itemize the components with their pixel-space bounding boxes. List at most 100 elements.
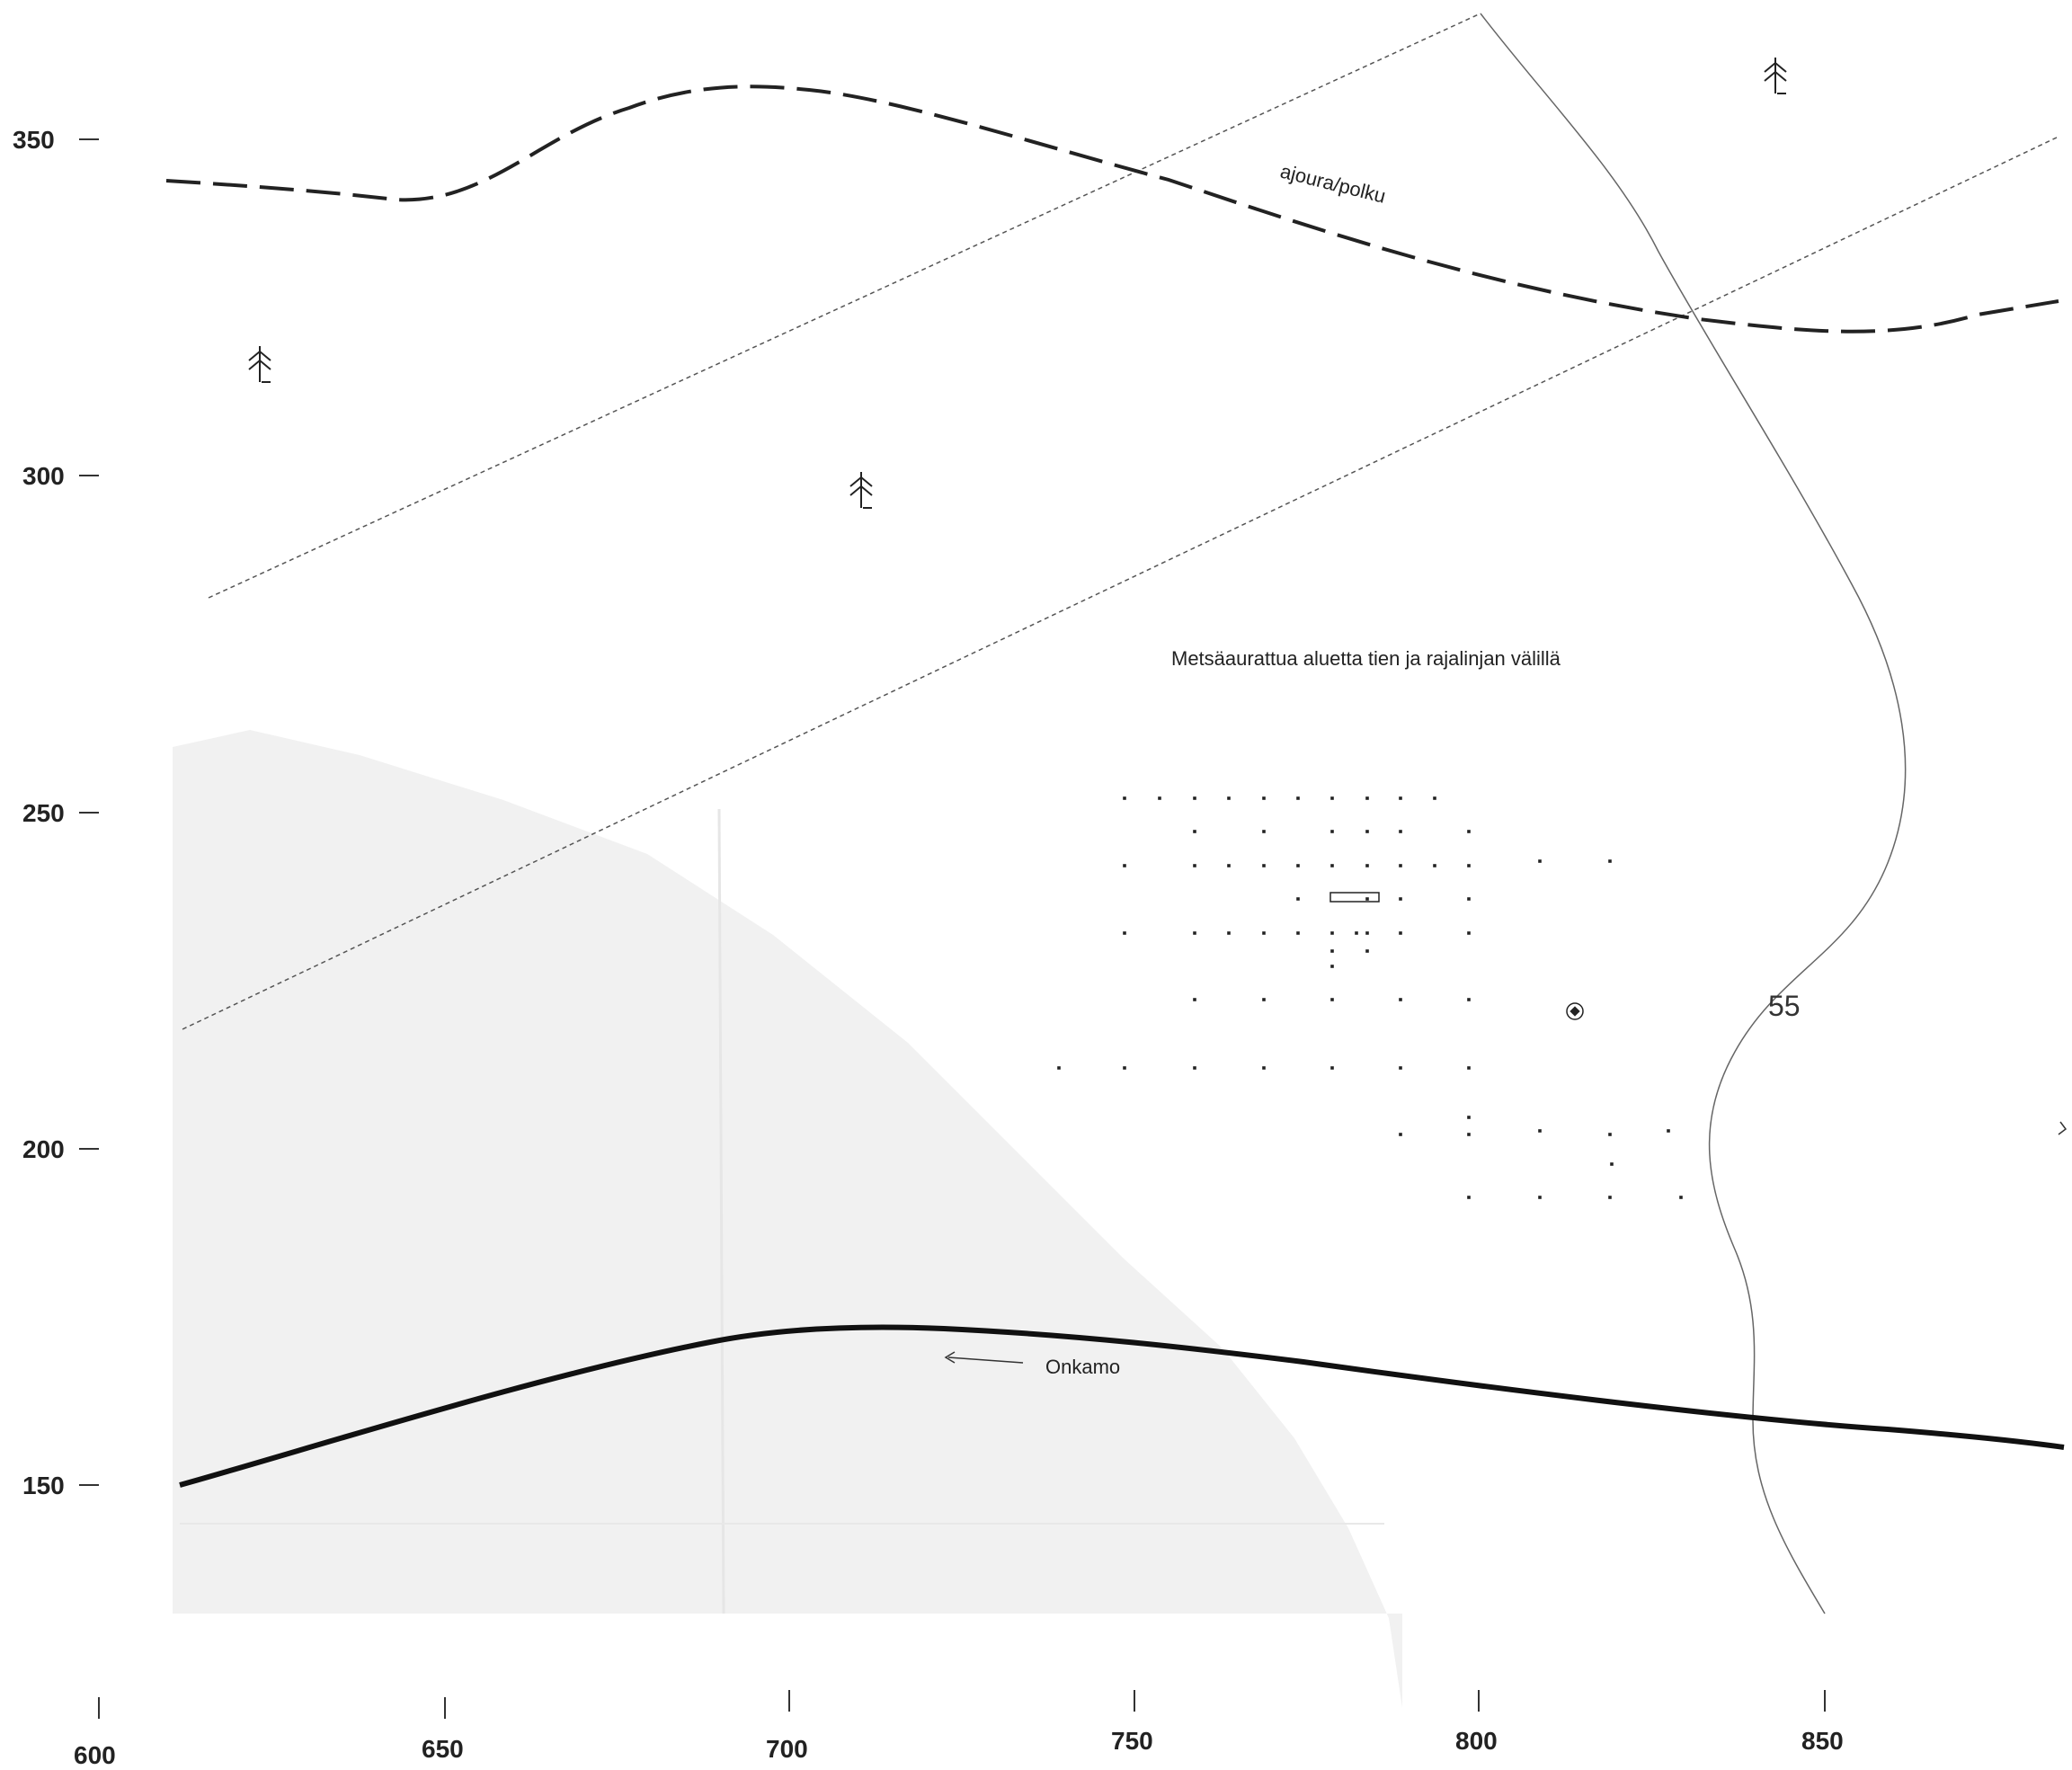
building-marker: [1329, 892, 1380, 903]
sample-point: [1262, 931, 1266, 935]
sample-point: [1262, 864, 1266, 867]
sample-point: [1467, 897, 1471, 901]
x-tick-label: 600: [74, 1741, 116, 1769]
tree-icon: [248, 346, 271, 383]
sample-point: [1123, 931, 1126, 935]
sample-point: [1365, 864, 1369, 867]
sample-point: [1330, 998, 1334, 1001]
sample-point: [1330, 830, 1334, 833]
sample-point: [1355, 931, 1358, 935]
sample-point: [1467, 1196, 1471, 1199]
sample-point: [1667, 1129, 1670, 1133]
y-tick-label: 200: [22, 1135, 65, 1163]
sample-point: [1365, 830, 1369, 833]
sample-point: [1467, 1066, 1471, 1070]
tree-icon: [849, 472, 873, 509]
sample-point: [1538, 859, 1542, 863]
sample-point: [1296, 864, 1300, 867]
sample-point: [1467, 1116, 1471, 1119]
sample-point: [1330, 949, 1334, 953]
sample-point: [1330, 931, 1334, 935]
sample-point: [1467, 864, 1471, 867]
sample-point: [1193, 864, 1196, 867]
survey-point-icon: [1566, 1002, 1584, 1020]
x-tick-label: 650: [422, 1735, 464, 1763]
onkamo-label: Onkamo: [1045, 1356, 1120, 1378]
y-tick-label: 250: [22, 799, 65, 827]
sample-point: [1193, 998, 1196, 1001]
sample-point: [1227, 796, 1231, 800]
sample-point: [1330, 1066, 1334, 1070]
sample-point: [1608, 1133, 1612, 1136]
sample-point: [1296, 931, 1300, 935]
sample-point: [1123, 1066, 1126, 1070]
sample-point: [1330, 965, 1334, 968]
y-axis: [79, 138, 99, 1486]
area-note-label: Metsäaurattua aluetta tien ja rajalinjan…: [1171, 647, 1561, 670]
sample-point: [1467, 998, 1471, 1001]
x-tick-label: 800: [1455, 1727, 1498, 1755]
shaded-area: [173, 730, 1402, 1708]
sample-point: [1399, 1066, 1402, 1070]
sample-point: [1399, 830, 1402, 833]
sample-point: [1193, 931, 1196, 935]
sample-point: [1467, 830, 1471, 833]
contour-label: 55: [1768, 990, 1801, 1022]
path-label: ajoura/polku: [1278, 160, 1388, 208]
sample-point: [1262, 796, 1266, 800]
sample-point: [1193, 1066, 1196, 1070]
sample-point: [1399, 796, 1402, 800]
contour-line: [1480, 13, 1907, 1614]
sample-point: [1296, 796, 1300, 800]
sample-point: [1158, 796, 1161, 800]
sample-point: [1262, 1066, 1266, 1070]
sample-point: [1679, 1196, 1683, 1199]
sample-point: [1296, 897, 1300, 901]
tree-icon: [1764, 58, 1787, 94]
y-tick-label: 300: [22, 462, 65, 490]
sample-point: [1399, 1133, 1402, 1136]
sample-point: [1365, 949, 1369, 953]
sample-point: [1365, 931, 1369, 935]
sample-point: [1330, 796, 1334, 800]
sample-point: [1433, 796, 1436, 800]
sample-point: [1227, 864, 1231, 867]
sample-point: [1330, 864, 1334, 867]
y-tick-label: 150: [22, 1472, 65, 1499]
sample-point: [1262, 998, 1266, 1001]
sample-point: [1365, 897, 1369, 901]
onkamo-line: [179, 1324, 2065, 1488]
sample-point: [1399, 897, 1402, 901]
sample-point: [1538, 1196, 1542, 1199]
path-dashed-line: [165, 84, 2059, 334]
onkamo-arrow-icon: [944, 1351, 1024, 1364]
sample-point: [1123, 864, 1126, 867]
sample-point-grid: [1057, 796, 1683, 1199]
sample-point: [1399, 998, 1402, 1001]
sample-point: [1610, 1162, 1614, 1166]
edge-mark: [2058, 1121, 2068, 1135]
boundary-line: [182, 136, 2059, 1030]
x-tick-label: 850: [1801, 1727, 1844, 1755]
sample-point: [1467, 931, 1471, 935]
sample-point: [1538, 1129, 1542, 1133]
sample-point: [1608, 1196, 1612, 1199]
sample-point: [1467, 1133, 1471, 1136]
x-tick-label: 700: [766, 1735, 808, 1763]
sample-point: [1262, 830, 1266, 833]
y-tick-label: 350: [13, 126, 55, 154]
sample-point: [1123, 796, 1126, 800]
sample-point: [1433, 864, 1436, 867]
sample-point: [1057, 1066, 1061, 1070]
boundary-line: [208, 13, 1481, 599]
sample-point: [1399, 864, 1402, 867]
x-axis: [98, 1690, 1826, 1719]
sample-point: [1193, 830, 1196, 833]
sample-point: [1365, 796, 1369, 800]
sample-point: [1608, 859, 1612, 863]
sample-point: [1193, 796, 1196, 800]
sample-point: [1227, 931, 1231, 935]
x-tick-label: 750: [1111, 1727, 1153, 1755]
sample-point: [1399, 931, 1402, 935]
